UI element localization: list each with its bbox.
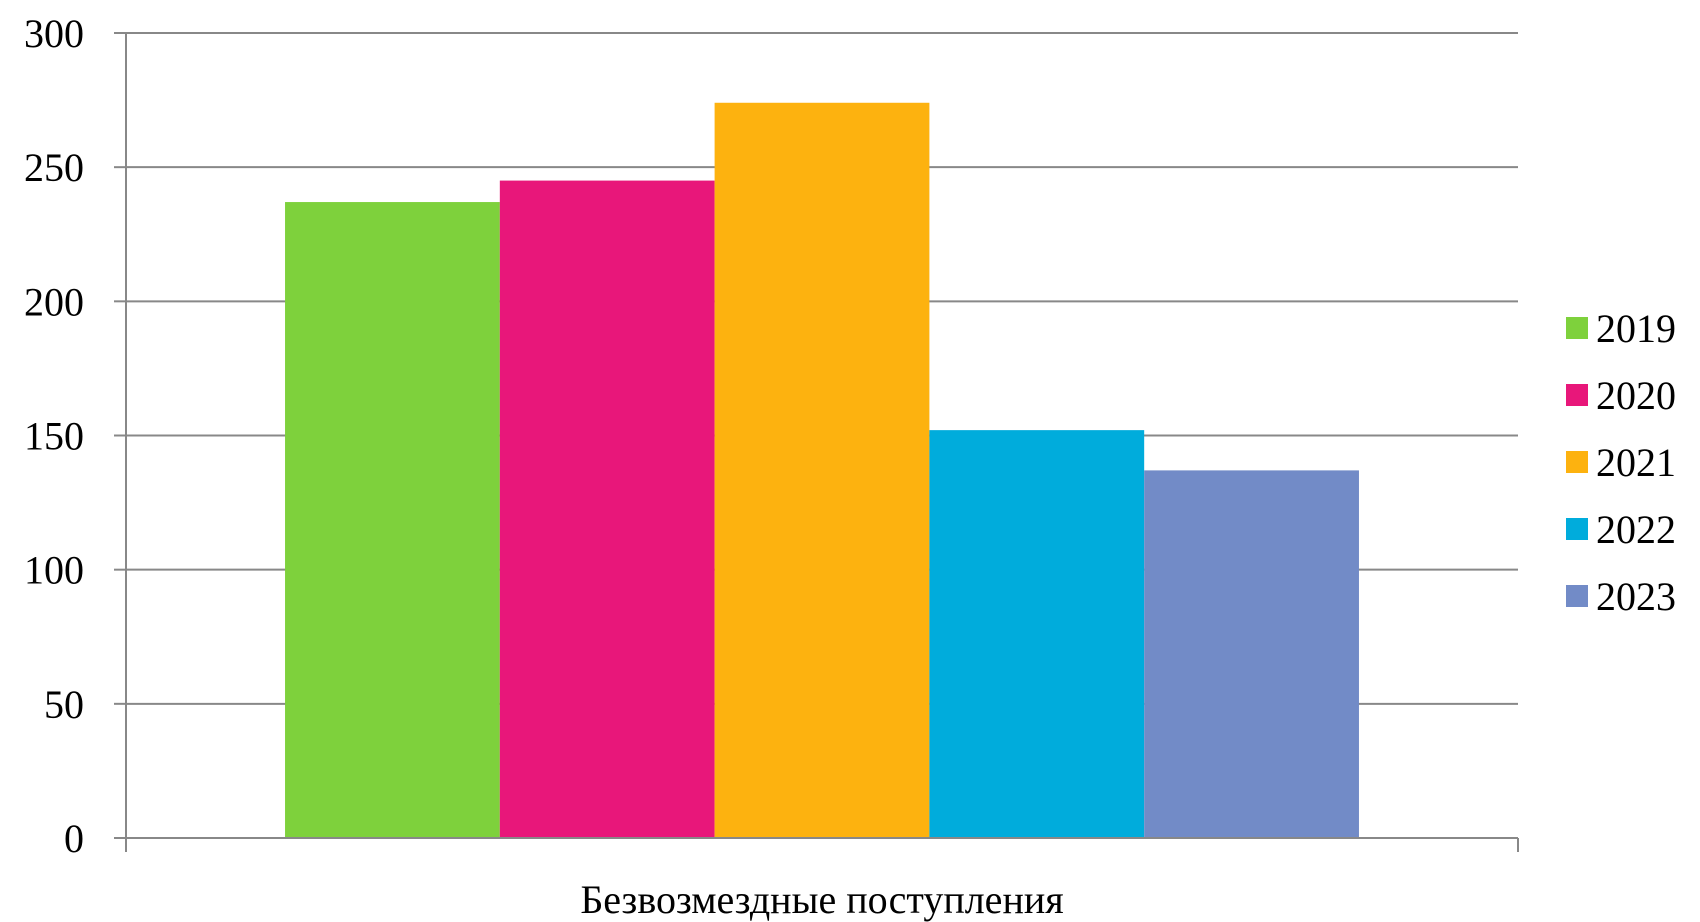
legend-label-2021: 2021 (1596, 440, 1676, 485)
y-axis-ticks: 0 50 100 150 200 250 300 (24, 11, 126, 861)
legend: 2019 2020 2021 2022 2023 (1566, 306, 1676, 619)
x-axis-ticks (125, 838, 1519, 852)
legend-swatch-2023 (1566, 585, 1588, 607)
legend-swatch-2021 (1566, 451, 1588, 473)
y-tick-label: 300 (24, 11, 84, 56)
legend-label-2023: 2023 (1596, 574, 1676, 619)
bar-2021 (714, 102, 930, 839)
y-tick-label: 150 (24, 414, 84, 459)
legend-label-2022: 2022 (1596, 507, 1676, 552)
legend-swatch-2022 (1566, 518, 1588, 540)
y-tick-label: 0 (64, 816, 84, 861)
legend-swatch-2020 (1566, 384, 1588, 406)
y-tick-label: 200 (24, 279, 84, 324)
legend-swatch-2019 (1566, 317, 1588, 339)
category-label: Безвозмездные поступления (580, 877, 1063, 922)
legend-label-2020: 2020 (1596, 373, 1676, 418)
legend-label-2019: 2019 (1596, 306, 1676, 351)
bar-2019 (285, 202, 500, 839)
y-tick-label: 250 (24, 145, 84, 190)
y-tick-label: 100 (24, 548, 84, 593)
bars (285, 102, 1359, 839)
bar-2023 (1144, 470, 1359, 838)
y-tick-label: 50 (44, 682, 84, 727)
bar-2020 (499, 180, 715, 839)
bar-2022 (929, 430, 1145, 838)
